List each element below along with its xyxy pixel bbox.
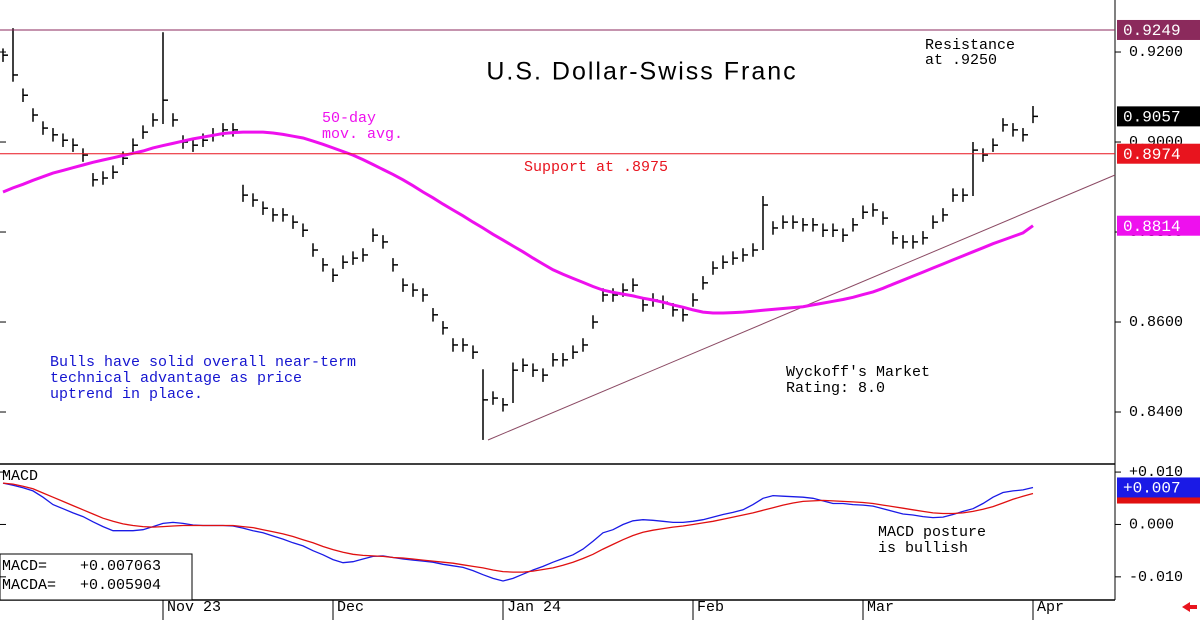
annotation: MACD posture xyxy=(878,524,986,541)
annotation: mov. avg. xyxy=(322,126,403,143)
price-flag-label: 0.9057 xyxy=(1123,109,1181,127)
annotation: at .9250 xyxy=(925,52,997,69)
readout-name: MACDA= xyxy=(2,577,56,594)
price-flag xyxy=(1117,106,1200,127)
x-tick-label: Nov 23 xyxy=(167,599,221,616)
y-tick-label: 0.9200 xyxy=(1129,44,1183,61)
price-flag xyxy=(1117,477,1200,498)
annotation: Support at .8975 xyxy=(524,159,668,176)
price-flag-label: 0.8814 xyxy=(1123,218,1181,236)
readout-value: +0.005904 xyxy=(80,577,161,594)
readout-name: MACD= xyxy=(2,558,47,575)
x-tick-label: Dec xyxy=(337,599,364,616)
price-flag xyxy=(1117,215,1200,236)
annotation: Wyckoff's Market xyxy=(786,364,930,381)
price-flag-label: 0.8974 xyxy=(1123,146,1181,164)
price-flag xyxy=(1117,143,1200,164)
readout-box xyxy=(0,553,193,601)
x-tick-label: Feb xyxy=(697,599,724,616)
price-flag-label: 0.9249 xyxy=(1123,22,1181,40)
y-tick-label: -0.010 xyxy=(1129,569,1183,586)
annotation: uptrend in place. xyxy=(50,386,203,403)
annotation: is bullish xyxy=(878,540,968,557)
scroll-arrow[interactable] xyxy=(1182,602,1197,612)
macd-line xyxy=(2,482,1034,582)
y-tick-label: 0.8600 xyxy=(1129,314,1183,331)
readout-value: +0.007063 xyxy=(80,558,161,575)
annotation: 50-day xyxy=(322,110,376,127)
annotation: Rating: 8.0 xyxy=(786,380,885,397)
chart-title: U.S. Dollar-Swiss Franc xyxy=(486,58,797,86)
price-flag-label: +0.007 xyxy=(1123,480,1181,498)
panel-title: MACD xyxy=(2,468,38,485)
annotation: Resistance xyxy=(925,37,1015,54)
y-tick-label: +0.010 xyxy=(1129,464,1183,481)
x-tick-label: Jan 24 xyxy=(507,599,561,616)
x-tick-label: Apr xyxy=(1037,599,1064,616)
price-flag xyxy=(1117,19,1200,40)
x-tick-label: Mar xyxy=(867,599,894,616)
y-tick-label: 0.000 xyxy=(1129,516,1174,533)
moving-average xyxy=(2,130,1034,315)
annotation: technical advantage as price xyxy=(50,370,302,387)
y-tick-label: 0.8400 xyxy=(1129,404,1183,421)
annotation: Bulls have solid overall near-term xyxy=(50,354,356,371)
macd-line xyxy=(2,482,1034,573)
